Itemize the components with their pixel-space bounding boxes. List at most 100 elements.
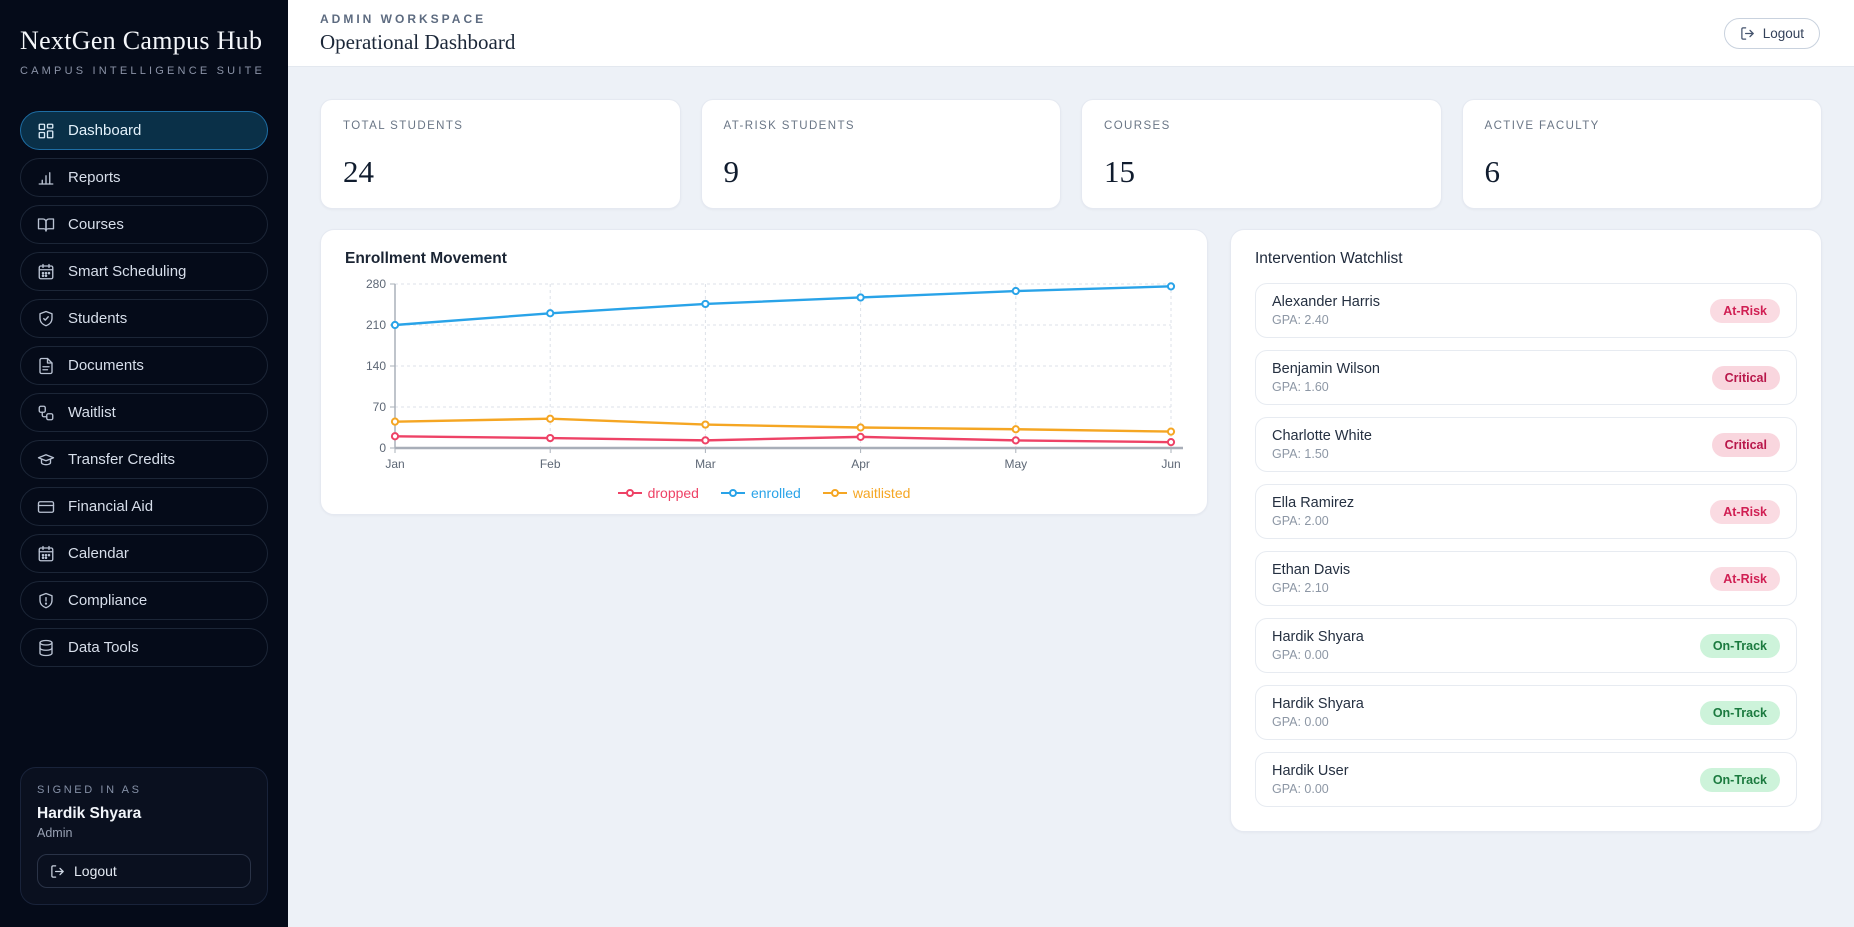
svg-text:70: 70	[373, 400, 387, 414]
watchlist-row[interactable]: Hardik User GPA: 0.00 On-Track	[1255, 752, 1797, 807]
stats-row: TOTAL STUDENTS 24 AT-RISK STUDENTS 9 COU…	[320, 99, 1822, 209]
top-bar: ADMIN WORKSPACE Operational Dashboard Lo…	[288, 0, 1854, 67]
signed-in-name: Hardik Shyara	[37, 805, 142, 822]
stat-card-active-faculty: ACTIVE FACULTY 6	[1461, 99, 1822, 209]
enrollment-line-chart: 0 70 140 210 280 Jan Feb Mar Apr May Jun	[345, 274, 1183, 483]
legend-item-dropped[interactable]: dropped	[617, 485, 699, 501]
stat-label: AT-RISK STUDENTS	[723, 120, 855, 132]
logout-icon	[50, 864, 65, 879]
sidebar-item-reports[interactable]: Reports	[20, 158, 268, 197]
calendar-icon	[37, 545, 55, 563]
student-gpa: GPA: 2.00	[1272, 514, 1329, 528]
app-subtitle: CAMPUS INTELLIGENCE SUITE	[20, 65, 266, 77]
stat-label: COURSES	[1104, 120, 1171, 132]
sidebar-item-label: Documents	[68, 357, 144, 374]
sidebar-item-calendar[interactable]: Calendar	[20, 534, 268, 573]
sidebar-item-data-tools[interactable]: Data Tools	[20, 628, 268, 667]
status-badge: On-Track	[1699, 700, 1780, 725]
status-badge: On-Track	[1699, 633, 1780, 658]
stat-card-at-risk-students: AT-RISK STUDENTS 9	[700, 99, 1061, 209]
watchlist-rows: Alexander Harris GPA: 2.40 At-Risk Benjam…	[1255, 283, 1797, 807]
svg-text:210: 210	[366, 318, 386, 332]
sidebar-item-courses[interactable]: Courses	[20, 205, 268, 244]
student-name: Alexander Harris	[1272, 294, 1380, 310]
status-badge: At-Risk	[1710, 566, 1780, 591]
shield-alert-icon	[37, 592, 55, 610]
watchlist-row[interactable]: Charlotte White GPA: 1.50 Critical	[1255, 417, 1797, 472]
book-open-icon	[37, 216, 55, 234]
sidebar-item-financial-aid[interactable]: Financial Aid	[20, 487, 268, 526]
svg-text:Jun: Jun	[1161, 457, 1180, 471]
student-name: Hardik Shyara	[1272, 629, 1364, 645]
sidebar-item-transfer-credits[interactable]: Transfer Credits	[20, 440, 268, 479]
workflow-icon	[37, 404, 55, 422]
workspace-label: ADMIN WORKSPACE	[320, 11, 487, 26]
chart-legend: dropped enrolled waitlisted	[345, 485, 1183, 501]
dashboard-icon	[37, 122, 55, 140]
header-logout-label: Logout	[1762, 25, 1804, 41]
sidebar-item-label: Transfer Credits	[68, 451, 175, 468]
svg-text:280: 280	[366, 277, 386, 291]
svg-text:Mar: Mar	[695, 457, 716, 471]
legend-marker-icon	[822, 489, 847, 497]
sidebar-nav: Dashboard Reports Courses Smart Scheduli…	[20, 111, 268, 667]
stat-card-total-students: TOTAL STUDENTS 24	[320, 99, 681, 209]
stat-value: 6	[1484, 154, 1501, 189]
svg-text:140: 140	[366, 359, 386, 373]
sidebar-item-compliance[interactable]: Compliance	[20, 581, 268, 620]
legend-marker-icon	[617, 489, 642, 497]
graduation-cap-icon	[37, 451, 55, 469]
status-badge: Critical	[1711, 365, 1780, 390]
sidebar-item-label: Compliance	[68, 592, 148, 609]
stat-value: 9	[723, 154, 740, 189]
svg-text:0: 0	[379, 441, 386, 455]
student-name: Hardik User	[1272, 763, 1349, 779]
sidebar-item-label: Smart Scheduling	[68, 263, 187, 280]
content: TOTAL STUDENTS 24 AT-RISK STUDENTS 9 COU…	[288, 67, 1854, 927]
sidebar-item-students[interactable]: Students	[20, 299, 268, 338]
status-badge: On-Track	[1699, 767, 1780, 792]
stat-label: TOTAL STUDENTS	[343, 120, 464, 132]
file-text-icon	[37, 357, 55, 375]
sidebar-item-label: Dashboard	[68, 122, 142, 139]
student-gpa: GPA: 2.40	[1272, 313, 1329, 327]
sidebar-item-waitlist[interactable]: Waitlist	[20, 393, 268, 432]
legend-item-waitlisted[interactable]: waitlisted	[822, 485, 910, 501]
enrollment-chart-card: Enrollment Movement 0 70 140 210 280 Jan Feb Ma…	[320, 229, 1208, 515]
watchlist-row[interactable]: Ella Ramirez GPA: 2.00 At-Risk	[1255, 484, 1797, 539]
signed-in-role: Admin	[37, 826, 73, 840]
shield-check-icon	[37, 310, 55, 328]
credit-card-icon	[37, 498, 55, 516]
student-name: Hardik Shyara	[1272, 696, 1364, 712]
sidebar-item-dashboard[interactable]: Dashboard	[20, 111, 268, 150]
status-badge: At-Risk	[1710, 499, 1780, 524]
database-icon	[37, 639, 55, 657]
status-badge: Critical	[1711, 432, 1780, 457]
app-title: NextGen Campus Hub	[20, 26, 263, 55]
sidebar-item-label: Data Tools	[68, 639, 139, 656]
watchlist-row[interactable]: Hardik Shyara GPA: 0.00 On-Track	[1255, 685, 1797, 740]
signed-in-card: SIGNED IN AS Hardik Shyara Admin Logout	[20, 767, 268, 905]
header-logout-button[interactable]: Logout	[1723, 17, 1820, 49]
student-name: Ella Ramirez	[1272, 495, 1355, 511]
page-title: Operational Dashboard	[320, 29, 516, 54]
main-area: ADMIN WORKSPACE Operational Dashboard Lo…	[288, 0, 1854, 927]
watchlist-row[interactable]: Benjamin Wilson GPA: 1.60 Critical	[1255, 350, 1797, 405]
watchlist-row[interactable]: Ethan Davis GPA: 2.10 At-Risk	[1255, 551, 1797, 606]
chart-svg: 0 70 140 210 280 Jan Feb Mar Apr May Jun	[366, 277, 1183, 471]
legend-item-enrolled[interactable]: enrolled	[720, 485, 801, 501]
svg-text:Jan: Jan	[385, 457, 404, 471]
sidebar-logout-button[interactable]: Logout	[37, 854, 251, 888]
watchlist-row[interactable]: Alexander Harris GPA: 2.40 At-Risk	[1255, 283, 1797, 338]
sidebar-item-label: Students	[68, 310, 128, 327]
legend-marker-icon	[720, 489, 745, 497]
logout-icon	[1740, 26, 1755, 41]
intervention-watchlist-card: Intervention Watchlist Alexander Harris G…	[1230, 229, 1822, 832]
chart-title: Enrollment Movement	[345, 250, 507, 267]
sidebar-item-documents[interactable]: Documents	[20, 346, 268, 385]
sidebar-item-smart-scheduling[interactable]: Smart Scheduling	[20, 252, 268, 291]
calendar-icon	[37, 263, 55, 281]
watchlist-row[interactable]: Hardik Shyara GPA: 0.00 On-Track	[1255, 618, 1797, 673]
svg-text:Feb: Feb	[540, 457, 561, 471]
sidebar-item-label: Courses	[68, 216, 124, 233]
